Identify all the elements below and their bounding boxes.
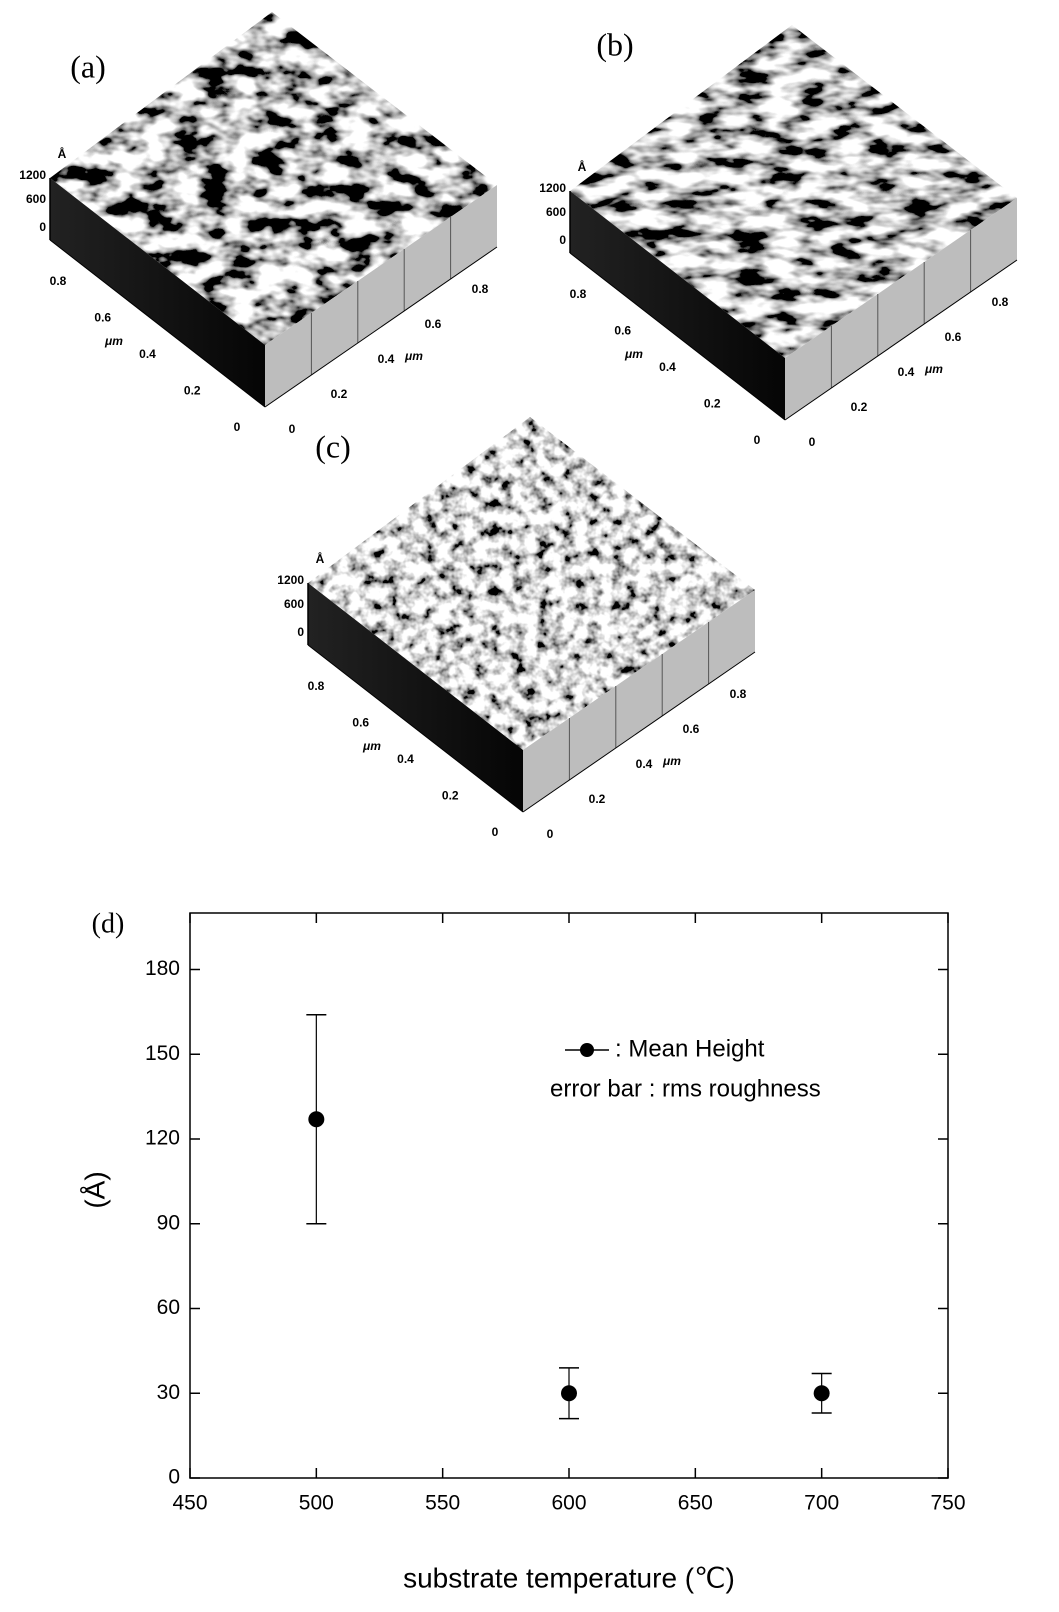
afm-left-axis bbox=[307, 644, 524, 813]
afm-right-unit: μm bbox=[924, 362, 943, 376]
afm-right-tick: 0 bbox=[547, 827, 554, 841]
afm-surface bbox=[570, 25, 1017, 358]
afm-z-tick: 0 bbox=[297, 625, 304, 639]
afm-left-axis bbox=[49, 239, 266, 408]
y-tick-label: 150 bbox=[145, 1042, 180, 1065]
afm-z-unit: Å bbox=[58, 146, 67, 161]
afm-surface bbox=[50, 12, 497, 345]
afm-right-axis bbox=[264, 246, 498, 408]
afm-panel: (b) Å 1200 600 0 0.8 0.6 0.4 0.2 0 0 0.2 0.4 0.6 0.8 μm… bbox=[539, 25, 1018, 449]
afm-right-tick: 0.2 bbox=[589, 792, 606, 806]
afm-left-tick: 0.2 bbox=[704, 397, 721, 411]
afm-left-face bbox=[308, 583, 523, 812]
afm-right-tick: 0.6 bbox=[425, 317, 442, 331]
afm-left-tick: 0.6 bbox=[614, 324, 631, 338]
annotation: error bar : rms roughness bbox=[550, 1075, 821, 1102]
data-point bbox=[308, 1111, 325, 1128]
afm-left-tick: 0 bbox=[492, 825, 499, 839]
afm-right-unit: μm bbox=[404, 349, 423, 363]
afm-right-tick: 0.4 bbox=[636, 757, 653, 771]
legend-label: : Mean Height bbox=[615, 1035, 765, 1062]
afm-right-tick: 0 bbox=[289, 422, 296, 436]
afm-right-face bbox=[785, 198, 1017, 420]
y-tick-label: 120 bbox=[145, 1127, 180, 1150]
afm-right-tick: 0.8 bbox=[472, 282, 489, 296]
afm-right-axis bbox=[522, 651, 756, 813]
afm-right-tick: 0.6 bbox=[945, 330, 962, 344]
afm-right-face bbox=[265, 185, 497, 407]
afm-right-tick: 0.2 bbox=[331, 387, 348, 401]
x-axis-label: substrate temperature (℃) bbox=[403, 1562, 735, 1593]
afm-left-tick: 0.6 bbox=[94, 311, 111, 325]
y-tick-label: 60 bbox=[157, 1296, 180, 1319]
afm-left-tick: 0 bbox=[234, 420, 241, 434]
panel-label: (b) bbox=[596, 26, 633, 62]
afm-z-tick: 1200 bbox=[19, 168, 46, 182]
afm-z-tick: 600 bbox=[26, 192, 46, 206]
afm-panel: (a) Å 1200 600 0 0.8 0.6 0.4 0.2 0 0 0.2 0.4 0.6 0.8 μm… bbox=[19, 12, 498, 436]
afm-right-face bbox=[523, 590, 755, 812]
x-tick-label: 550 bbox=[425, 1492, 460, 1515]
afm-left-face bbox=[570, 191, 785, 420]
x-tick-label: 600 bbox=[551, 1492, 586, 1515]
afm-left-tick: 0.4 bbox=[397, 752, 414, 766]
x-tick-label: 450 bbox=[172, 1492, 207, 1515]
y-tick-label: 90 bbox=[157, 1211, 180, 1234]
panel-label: (a) bbox=[70, 48, 106, 84]
y-axis-label: (Å) bbox=[79, 1171, 110, 1208]
afm-left-tick: 0 bbox=[754, 433, 761, 447]
afm-left-tick: 0.4 bbox=[659, 360, 676, 374]
y-tick-label: 180 bbox=[145, 957, 180, 980]
data-point bbox=[561, 1385, 577, 1402]
afm-left-unit: μm bbox=[624, 347, 643, 361]
afm-right-axis bbox=[784, 259, 1018, 421]
panel-label: (c) bbox=[315, 428, 351, 464]
afm-right-tick: 0 bbox=[809, 435, 816, 449]
afm-right-tick: 0.6 bbox=[683, 722, 700, 736]
afm-left-tick: 0.6 bbox=[352, 716, 369, 730]
afm-z-tick: 0 bbox=[39, 220, 46, 234]
afm-right-tick: 0.8 bbox=[992, 295, 1009, 309]
afm-z-tick: 1200 bbox=[539, 181, 566, 195]
afm-z-unit: Å bbox=[578, 159, 587, 174]
afm-left-tick: 0.8 bbox=[50, 274, 67, 288]
afm-left-unit: μm bbox=[362, 739, 381, 753]
afm-right-unit: μm bbox=[662, 754, 681, 768]
afm-right-tick: 0.4 bbox=[898, 365, 915, 379]
afm-right-tick: 0.8 bbox=[730, 687, 747, 701]
afm-z-tick: 0 bbox=[559, 233, 566, 247]
afm-z-unit: Å bbox=[316, 551, 325, 566]
afm-z-tick: 1200 bbox=[277, 573, 304, 587]
afm-left-axis bbox=[569, 252, 786, 421]
panel-label: (d) bbox=[92, 908, 125, 939]
afm-left-face bbox=[50, 178, 265, 407]
y-tick-label: 0 bbox=[168, 1466, 180, 1489]
afm-right-tick: 0.2 bbox=[851, 400, 868, 414]
data-point bbox=[813, 1385, 830, 1402]
afm-left-tick: 0.8 bbox=[308, 679, 325, 693]
x-tick-label: 500 bbox=[299, 1492, 334, 1515]
x-tick-label: 700 bbox=[804, 1492, 839, 1515]
afm-surface bbox=[308, 417, 755, 750]
x-tick-label: 750 bbox=[930, 1492, 965, 1515]
x-tick-label: 650 bbox=[678, 1492, 713, 1515]
legend-marker bbox=[580, 1043, 594, 1057]
afm-left-tick: 0.4 bbox=[139, 347, 156, 361]
afm-left-tick: 0.2 bbox=[442, 789, 459, 803]
afm-panel: (c) Å 1200 600 0 0.8 0.6 0.4 0.2 0 0 0.2 0.4 0.6 0.8 μm… bbox=[277, 417, 756, 841]
afm-right-tick: 0.4 bbox=[378, 352, 395, 366]
afm-left-tick: 0.8 bbox=[570, 287, 587, 301]
y-tick-label: 30 bbox=[157, 1381, 180, 1404]
afm-left-tick: 0.2 bbox=[184, 384, 201, 398]
afm-z-tick: 600 bbox=[546, 205, 566, 219]
afm-left-unit: μm bbox=[104, 334, 123, 348]
afm-z-tick: 600 bbox=[284, 597, 304, 611]
